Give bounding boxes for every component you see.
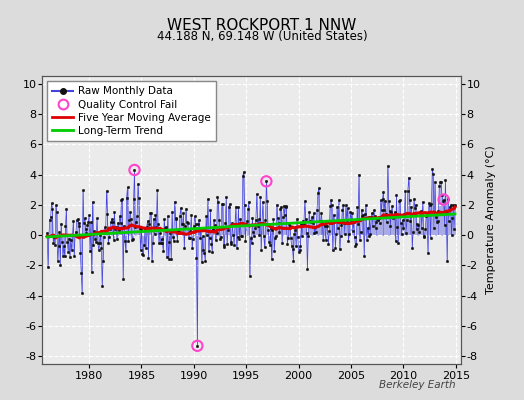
Legend: Raw Monthly Data, Quality Control Fail, Five Year Moving Average, Long-Term Tren: Raw Monthly Data, Quality Control Fail, … [47, 81, 216, 141]
Point [130, 167, 139, 173]
Point [440, 196, 448, 203]
Point [262, 178, 270, 184]
Text: Berkeley Earth: Berkeley Earth [379, 380, 456, 390]
Text: 44.188 N, 69.148 W (United States): 44.188 N, 69.148 W (United States) [157, 30, 367, 43]
Text: WEST ROCKPORT 1 NNW: WEST ROCKPORT 1 NNW [167, 18, 357, 33]
Y-axis label: Temperature Anomaly (°C): Temperature Anomaly (°C) [486, 146, 496, 294]
Point [193, 343, 202, 349]
